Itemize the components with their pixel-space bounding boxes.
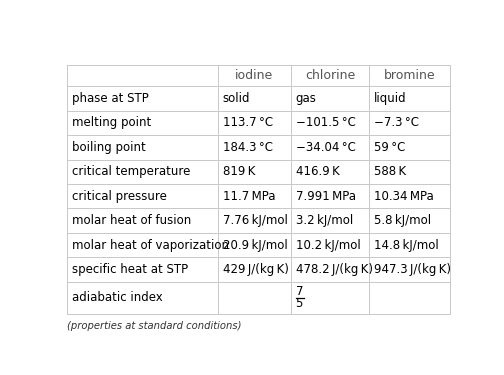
Text: solid: solid: [223, 92, 250, 105]
Text: phase at STP: phase at STP: [72, 92, 148, 105]
Text: molar heat of fusion: molar heat of fusion: [72, 214, 191, 227]
Text: 14.8 kJ/mol: 14.8 kJ/mol: [374, 238, 439, 252]
Text: −7.3 °C: −7.3 °C: [374, 117, 419, 129]
Text: 5.8 kJ/mol: 5.8 kJ/mol: [374, 214, 431, 227]
Text: bromine: bromine: [384, 69, 435, 82]
Text: 113.7 °C: 113.7 °C: [223, 117, 273, 129]
Text: critical pressure: critical pressure: [72, 190, 166, 203]
Text: 3.2 kJ/mol: 3.2 kJ/mol: [295, 214, 353, 227]
Text: 59 °C: 59 °C: [374, 141, 405, 154]
Text: 10.2 kJ/mol: 10.2 kJ/mol: [295, 238, 360, 252]
Text: 588 K: 588 K: [374, 165, 406, 178]
Text: chlorine: chlorine: [305, 69, 355, 82]
Text: 416.9 K: 416.9 K: [295, 165, 339, 178]
Text: 20.9 kJ/mol: 20.9 kJ/mol: [223, 238, 288, 252]
Text: 429 J/(kg K): 429 J/(kg K): [223, 263, 289, 276]
Text: adiabatic index: adiabatic index: [72, 291, 162, 304]
Text: 7: 7: [295, 285, 303, 298]
Text: −101.5 °C: −101.5 °C: [295, 117, 355, 129]
Text: 11.7 MPa: 11.7 MPa: [223, 190, 275, 203]
Text: 10.34 MPa: 10.34 MPa: [374, 190, 434, 203]
Text: specific heat at STP: specific heat at STP: [72, 263, 187, 276]
Text: liquid: liquid: [374, 92, 407, 105]
Text: 184.3 °C: 184.3 °C: [223, 141, 273, 154]
Text: 947.3 J/(kg K): 947.3 J/(kg K): [374, 263, 451, 276]
Text: melting point: melting point: [72, 117, 151, 129]
Text: 7.76 kJ/mol: 7.76 kJ/mol: [223, 214, 288, 227]
Text: iodine: iodine: [235, 69, 274, 82]
Text: (properties at standard conditions): (properties at standard conditions): [67, 321, 241, 331]
Text: gas: gas: [295, 92, 317, 105]
Text: molar heat of vaporization: molar heat of vaporization: [72, 238, 229, 252]
Text: 7.991 MPa: 7.991 MPa: [295, 190, 355, 203]
Text: 819 K: 819 K: [223, 165, 255, 178]
Text: 5: 5: [295, 297, 303, 310]
Text: 478.2 J/(kg K): 478.2 J/(kg K): [295, 263, 372, 276]
Text: critical temperature: critical temperature: [72, 165, 190, 178]
Text: −34.04 °C: −34.04 °C: [295, 141, 355, 154]
Text: boiling point: boiling point: [72, 141, 145, 154]
